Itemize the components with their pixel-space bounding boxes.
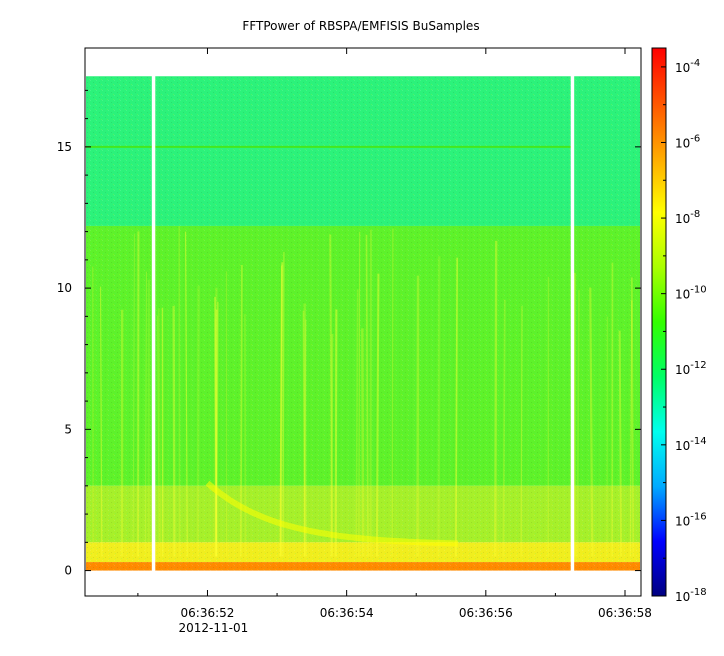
colorbar-tick-label: 10-16 [675, 511, 707, 528]
streak [365, 234, 369, 557]
chorus-arc [205, 480, 459, 547]
streak [99, 286, 103, 557]
streak [576, 290, 580, 557]
streak [334, 309, 338, 557]
data-gap-1 [570, 75, 575, 572]
streak [355, 289, 359, 557]
streak [330, 333, 334, 557]
streak [157, 315, 160, 557]
streak [329, 234, 334, 557]
streak [214, 296, 218, 557]
streak [589, 287, 594, 557]
y-tick-label: 5 [64, 422, 72, 436]
noise-texture [86, 76, 640, 571]
streak [144, 271, 147, 557]
data-gaps [151, 75, 575, 572]
streak [361, 328, 365, 557]
colorbar-tick-label: 10-4 [675, 58, 700, 75]
spectrogram-texture [86, 76, 640, 571]
streak [184, 231, 188, 557]
streak [437, 256, 441, 557]
streak [303, 303, 307, 557]
streak [375, 273, 380, 557]
data-gap-0 [151, 75, 156, 572]
streak [282, 251, 285, 557]
x-tick-label: 06:36:58 [598, 606, 652, 620]
streak [279, 265, 283, 557]
streak [213, 319, 216, 557]
streak [494, 240, 498, 557]
streak [358, 231, 361, 557]
streak [214, 309, 218, 557]
x-date-label: 2012-11-01 [178, 621, 248, 635]
y-tick-label: 15 [57, 140, 72, 154]
streak [215, 301, 219, 557]
streak [214, 287, 218, 557]
y-tick-label: 0 [64, 564, 72, 578]
streak [239, 264, 243, 557]
x-axis: 06:36:52 06:36:54 06:36:56 06:36:58 [137, 48, 652, 620]
streak [157, 308, 162, 557]
streak [520, 305, 523, 557]
x-tick-label: 06:36:52 [181, 606, 235, 620]
streak [132, 233, 135, 557]
streak [630, 277, 635, 557]
x-tick-label: 06:36:54 [320, 606, 374, 620]
colorbar-tick-label: 10-8 [675, 209, 700, 226]
colorbar-tick-label: 10-6 [675, 133, 700, 150]
colorbar-tick-label: 10-12 [675, 360, 707, 377]
colorbar-gradient [651, 47, 667, 597]
colorbar-tick-label: 10-18 [675, 587, 707, 604]
colorbar-tick-label: 10-14 [675, 436, 707, 453]
plot-frame [84, 47, 642, 597]
streak [279, 262, 284, 557]
x-tick-label: 06:36:56 [459, 606, 513, 620]
y-tick-label: 10 [57, 281, 72, 295]
streak [196, 285, 200, 557]
chart-title: FFTPower of RBSPA/EMFISIS BuSamples [242, 19, 479, 33]
y-axis: 0 5 10 15 [57, 89, 641, 578]
colorbar-tick-label: 10-10 [675, 285, 707, 302]
streak [302, 310, 306, 557]
streak [629, 300, 633, 557]
colorbar: 10-4 10-6 10-8 10-10 10-12 10-14 10-16 10-18 [651, 47, 707, 604]
streak [455, 257, 459, 557]
streak [502, 299, 506, 557]
streak [391, 228, 394, 557]
streak [618, 330, 623, 557]
streak [172, 305, 176, 557]
streak [244, 314, 247, 557]
streak [303, 319, 307, 557]
spectrogram-streaks [92, 226, 635, 557]
